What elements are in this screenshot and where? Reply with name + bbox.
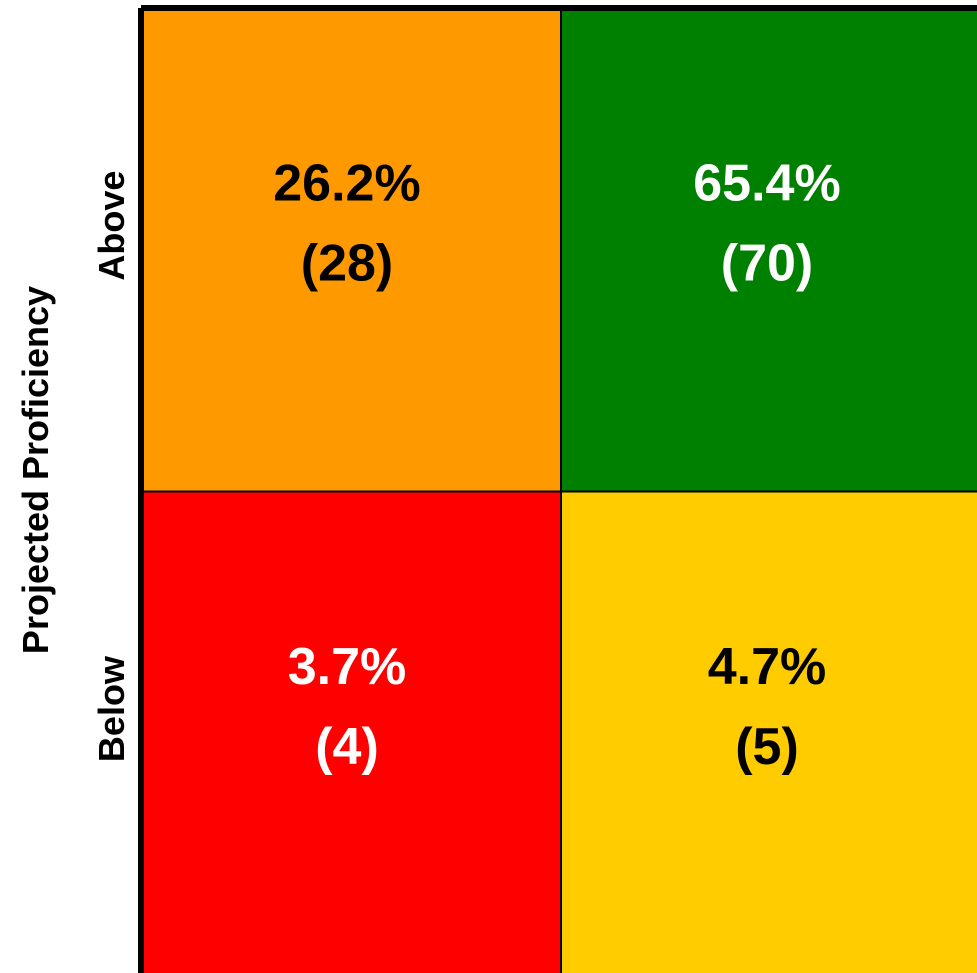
cell-count-label: (70) xyxy=(721,235,813,293)
y-tick-label-above: Above xyxy=(91,171,132,281)
cell-below-0 xyxy=(141,491,561,973)
cell-above-0 xyxy=(141,8,561,492)
cell-above-1 xyxy=(561,8,977,492)
cell-count-label: (28) xyxy=(301,235,393,293)
cell-percent-label: 65.4% xyxy=(693,155,840,213)
cell-count-label: (5) xyxy=(735,718,799,776)
y-tick-label-below: Below xyxy=(91,655,132,762)
cell-percent-label: 26.2% xyxy=(273,155,420,213)
cell-percent-label: 4.7% xyxy=(708,638,827,696)
axis-labels: Projected Proficiency Above Below xyxy=(15,171,132,763)
y-axis-title: Projected Proficiency xyxy=(15,286,56,654)
cell-below-1 xyxy=(561,491,977,973)
matrix-cells: 26.2% (28) 65.4% (70) 3.7% (4) 4.7% (5) xyxy=(141,8,977,973)
cell-count-label: (4) xyxy=(315,718,379,776)
cell-percent-label: 3.7% xyxy=(288,638,407,696)
matrix-grid-lines xyxy=(138,5,977,973)
